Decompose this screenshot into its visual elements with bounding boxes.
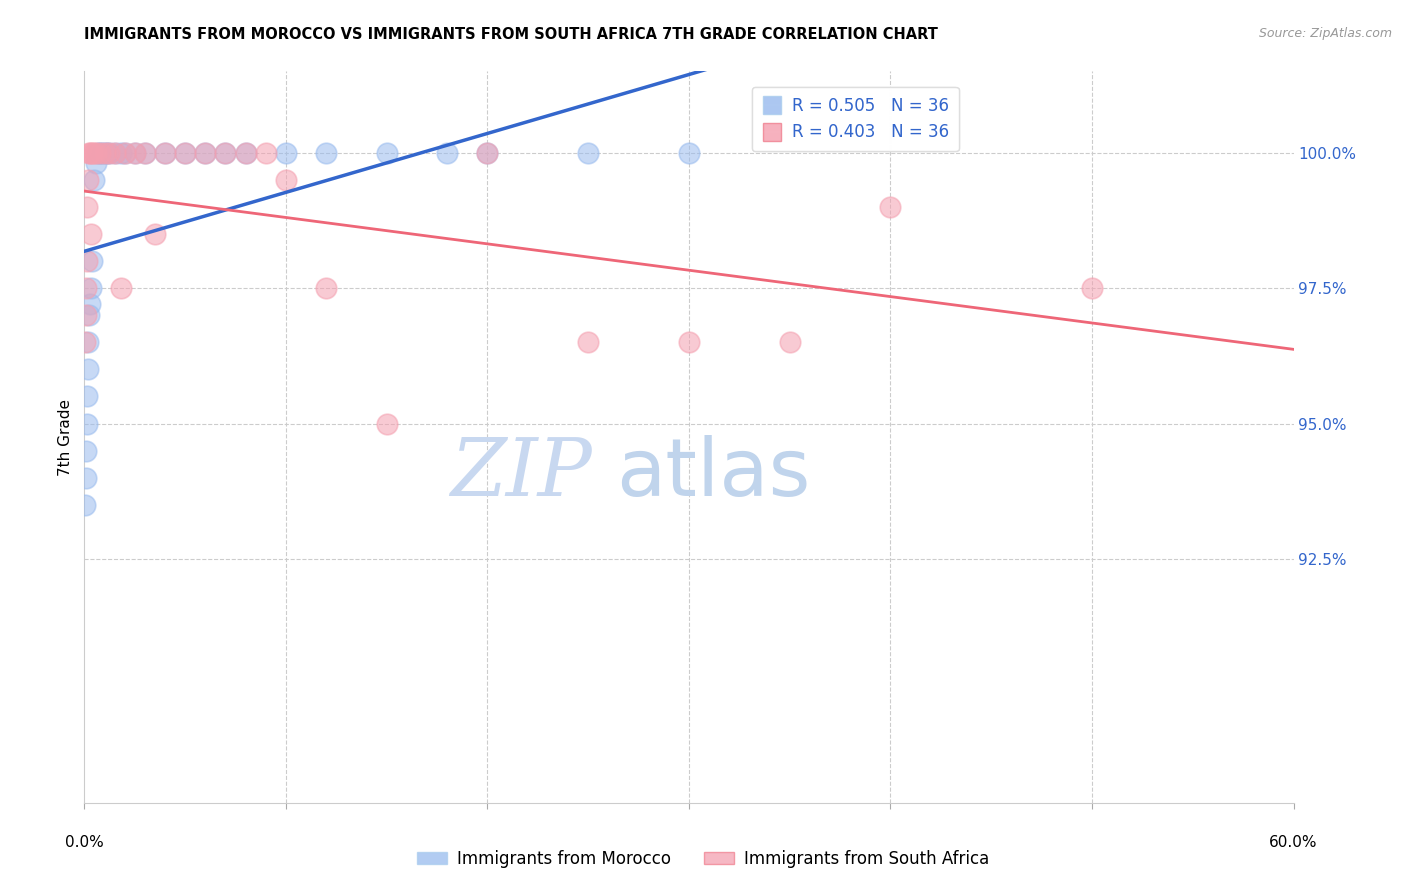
- Point: [214, 145, 236, 160]
- Text: IMMIGRANTS FROM MOROCCO VS IMMIGRANTS FROM SOUTH AFRICA 7TH GRADE CORRELATION CH: IMMIGRANTS FROM MOROCCO VS IMMIGRANTS FR…: [84, 27, 938, 42]
- Point: [254, 145, 277, 160]
- Point: [134, 145, 156, 160]
- Point: [87, 145, 110, 160]
- Point: [153, 145, 176, 160]
- Point: [194, 145, 217, 160]
- Point: [114, 145, 136, 160]
- Point: [274, 172, 297, 186]
- Point: [477, 145, 499, 160]
- Point: [1081, 281, 1104, 295]
- Point: [75, 443, 97, 458]
- Point: [76, 417, 98, 431]
- Point: [143, 227, 166, 241]
- Point: [77, 362, 100, 376]
- Point: [274, 145, 297, 160]
- Point: [375, 417, 398, 431]
- Point: [75, 498, 97, 512]
- Point: [477, 145, 499, 160]
- Text: 60.0%: 60.0%: [1270, 835, 1317, 850]
- Point: [124, 145, 146, 160]
- Point: [75, 281, 97, 295]
- Y-axis label: 7th Grade: 7th Grade: [58, 399, 73, 475]
- Point: [678, 335, 700, 350]
- Text: Source: ZipAtlas.com: Source: ZipAtlas.com: [1258, 27, 1392, 40]
- Point: [75, 471, 97, 485]
- Point: [97, 145, 120, 160]
- Legend: Immigrants from Morocco, Immigrants from South Africa: Immigrants from Morocco, Immigrants from…: [411, 844, 995, 875]
- Point: [110, 281, 132, 295]
- Point: [80, 281, 103, 295]
- Point: [214, 145, 236, 160]
- Point: [134, 145, 156, 160]
- Point: [436, 145, 458, 160]
- Point: [82, 145, 104, 160]
- Text: 0.0%: 0.0%: [65, 835, 104, 850]
- Point: [104, 145, 127, 160]
- Point: [75, 308, 97, 322]
- Point: [194, 145, 217, 160]
- Point: [235, 145, 257, 160]
- Point: [80, 227, 103, 241]
- Point: [77, 172, 100, 186]
- Point: [104, 145, 127, 160]
- Point: [89, 145, 111, 160]
- Point: [83, 145, 105, 160]
- Point: [110, 145, 132, 160]
- Point: [96, 145, 118, 160]
- Point: [89, 145, 111, 160]
- Text: atlas: atlas: [616, 434, 811, 513]
- Point: [879, 200, 901, 214]
- Point: [576, 335, 599, 350]
- Point: [779, 335, 801, 350]
- Point: [97, 145, 120, 160]
- Point: [153, 145, 176, 160]
- Point: [375, 145, 398, 160]
- Point: [79, 297, 101, 311]
- Point: [174, 145, 197, 160]
- Point: [174, 145, 197, 160]
- Point: [678, 145, 700, 160]
- Point: [79, 145, 101, 160]
- Point: [235, 145, 257, 160]
- Legend: R = 0.505   N = 36, R = 0.403   N = 36: R = 0.505 N = 36, R = 0.403 N = 36: [752, 87, 959, 152]
- Point: [82, 254, 104, 268]
- Point: [114, 145, 136, 160]
- Point: [315, 281, 337, 295]
- Point: [576, 145, 599, 160]
- Point: [77, 335, 100, 350]
- Point: [76, 200, 98, 214]
- Point: [91, 145, 114, 160]
- Point: [79, 145, 101, 160]
- Point: [315, 145, 337, 160]
- Point: [79, 308, 101, 322]
- Point: [75, 335, 97, 350]
- Point: [86, 156, 108, 170]
- Point: [93, 145, 115, 160]
- Point: [86, 145, 108, 160]
- Point: [124, 145, 146, 160]
- Point: [83, 172, 105, 186]
- Point: [76, 389, 98, 403]
- Text: ZIP: ZIP: [450, 435, 592, 512]
- Point: [76, 254, 98, 268]
- Point: [93, 145, 115, 160]
